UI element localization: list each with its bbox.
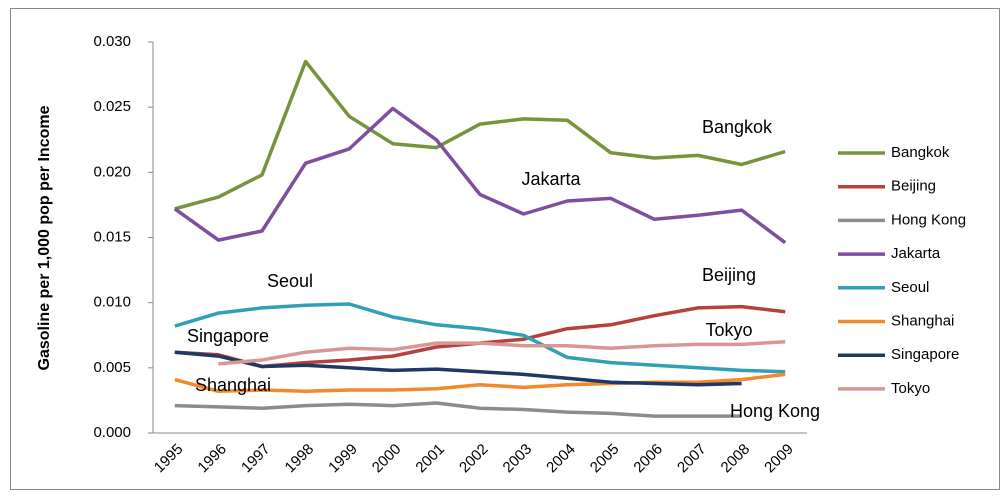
legend-label: Seoul [891, 279, 929, 296]
legend-label: Bangkok [891, 144, 950, 161]
legend-label: Beijing [891, 178, 936, 195]
legend-label: Jakarta [891, 245, 941, 262]
legend-label: Singapore [891, 346, 959, 363]
annotation: Seoul [267, 271, 313, 291]
legend-label: Tokyo [891, 380, 930, 397]
annotation: Bangkok [702, 117, 773, 137]
legend-label: Hong Kong [891, 211, 966, 228]
series-line [218, 340, 786, 366]
chart-border [10, 8, 1000, 490]
annotation: Shanghai [195, 375, 271, 395]
series-line [174, 350, 742, 387]
series-line [173, 106, 787, 245]
y-axis-label: Gasoline per 1,000 pop per Income [36, 105, 53, 370]
y-tick-label: 0.025 [93, 98, 131, 115]
series-line [174, 372, 786, 394]
annotation: Singapore [187, 326, 269, 346]
y-tick-label: 0.010 [93, 294, 131, 311]
annotation: Jakarta [521, 169, 581, 189]
annotation: Beijing [702, 265, 756, 285]
y-tick-label: 0.020 [93, 163, 131, 180]
annotation: Tokyo [705, 320, 752, 340]
y-tick-label: 0.015 [93, 228, 131, 245]
series-line [174, 401, 742, 418]
legend-label: Shanghai [891, 312, 954, 329]
y-tick-label: 0.000 [93, 424, 131, 441]
y-tick-label: 0.005 [93, 359, 131, 376]
annotation: Hong Kong [730, 401, 820, 421]
series-line [174, 302, 786, 374]
y-tick-label: 0.030 [93, 33, 131, 50]
series-line [174, 59, 786, 211]
